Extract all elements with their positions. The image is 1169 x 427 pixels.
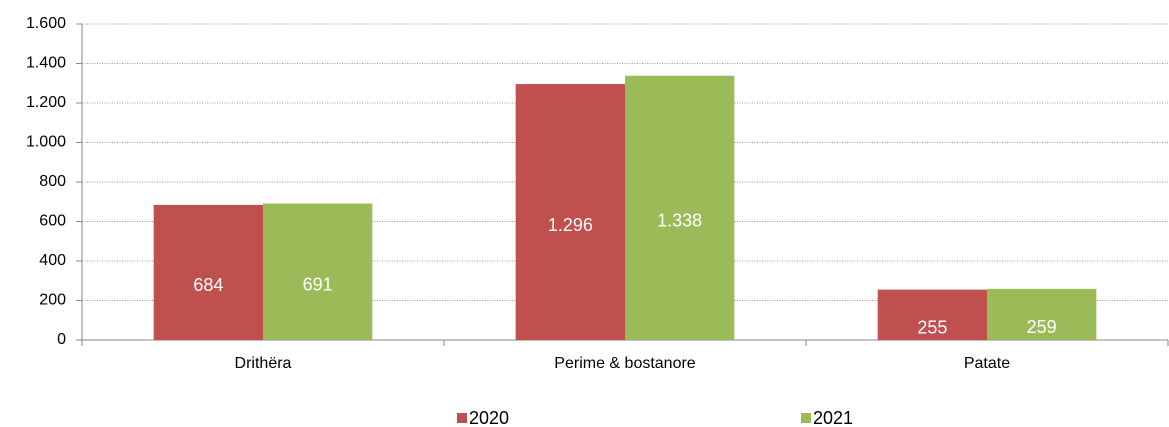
bar: [153, 204, 263, 340]
x-tick-label: Patate: [964, 355, 1010, 372]
y-tick-label: 600: [39, 213, 66, 230]
bar: [515, 84, 625, 340]
y-tick-label: 800: [39, 173, 66, 190]
legend-swatch: [457, 413, 467, 423]
x-tick-label: Perime & bostanore: [554, 355, 696, 372]
y-tick-label: 0: [57, 331, 66, 348]
bar: [987, 288, 1097, 340]
value-label: 259: [1027, 317, 1057, 337]
y-tick-label: 1.600: [26, 15, 66, 32]
value-label: 691: [303, 275, 333, 295]
bar: [263, 203, 373, 340]
value-label: 1.338: [657, 211, 702, 231]
legend-label: 2021: [813, 408, 853, 427]
value-label: 255: [917, 318, 947, 338]
value-label: 684: [193, 275, 223, 295]
x-tick-label: Drithëra: [235, 355, 292, 372]
y-tick-label: 1.200: [26, 94, 66, 111]
bar: [625, 75, 735, 341]
bar: [877, 289, 987, 340]
y-tick-label: 1.400: [26, 55, 66, 72]
legend-label: 2020: [469, 408, 509, 427]
y-tick-label: 400: [39, 252, 66, 269]
y-tick-label: 200: [39, 292, 66, 309]
legend-swatch: [801, 413, 811, 423]
y-tick-label: 1.000: [26, 134, 66, 151]
value-label: 1.296: [548, 215, 593, 235]
